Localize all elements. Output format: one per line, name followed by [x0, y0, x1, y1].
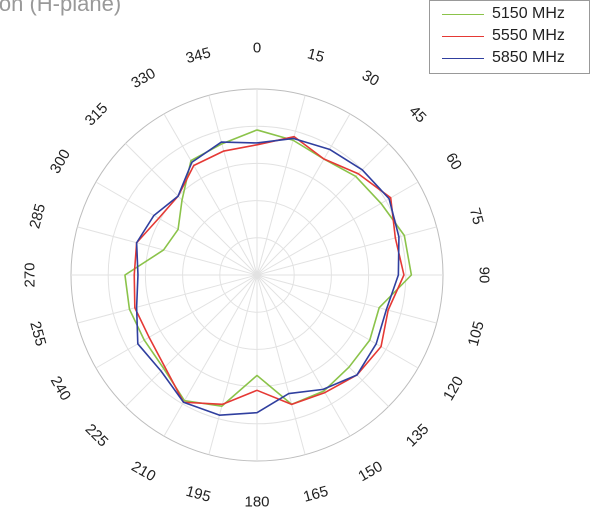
series-line-5150-mhz [124, 129, 413, 407]
angle-tick-label: 60 [442, 150, 465, 173]
legend-swatch [442, 58, 484, 59]
angle-tick-label: 255 [26, 319, 49, 348]
angle-tick-label: 45 [406, 103, 430, 127]
grid-spoke [256, 226, 437, 276]
legend-label: 5850 MHz [492, 49, 565, 66]
grid-spoke [256, 274, 389, 407]
angle-tick-label: 210 [128, 458, 158, 485]
series-line-5550-mhz [133, 135, 405, 406]
grid-spoke [256, 95, 306, 276]
grid-spoke [163, 113, 258, 276]
grid-spoke [256, 143, 389, 276]
grid-spoke [256, 113, 351, 276]
angle-tick-label: 300 [47, 146, 74, 176]
angle-tick-label: 330 [128, 65, 158, 92]
angle-tick-label: 135 [403, 421, 433, 451]
grid-spoke [77, 274, 258, 324]
legend-label: 5550 MHz [492, 27, 565, 44]
legend-entry-3: 5850 MHz [430, 48, 589, 70]
angle-tick-label: 270 [22, 262, 39, 287]
series-line-5850-mhz [135, 137, 400, 416]
angle-tick-label: 15 [305, 45, 326, 66]
angle-tick-label: 0 [253, 40, 261, 57]
grid-spoke [256, 274, 437, 324]
angle-tick-label: 285 [26, 202, 49, 231]
grid-spoke [95, 274, 258, 369]
chart-title: ion (H-plane) [0, 0, 122, 16]
grid-spoke [208, 274, 258, 455]
legend-label: 5150 MHz [492, 5, 565, 22]
angle-tick-label: 225 [82, 421, 112, 451]
angle-tick-label: 75 [466, 206, 487, 227]
legend-swatch [442, 14, 484, 15]
angle-tick-label: 165 [301, 483, 330, 506]
angle-tick-label: 105 [465, 319, 488, 348]
grid-spoke [163, 274, 258, 437]
angle-tick-label: 90 [476, 267, 493, 284]
legend-entry-2: 5550 MHz [430, 26, 589, 48]
angle-tick-label: 315 [82, 100, 112, 130]
angle-tick-label: 150 [355, 458, 385, 485]
angle-tick-label: 195 [184, 483, 213, 506]
grid-spoke [208, 95, 258, 276]
grid-spoke [125, 274, 258, 407]
angle-tick-label: 240 [47, 373, 74, 403]
angle-tick-label: 345 [184, 44, 213, 67]
polar-grid [70, 88, 444, 462]
angle-tick-label: 30 [359, 67, 382, 90]
grid-spoke [77, 226, 258, 276]
grid-spoke [256, 274, 306, 455]
grid-spoke [95, 181, 258, 276]
grid-spoke [256, 274, 419, 369]
angle-tick-label: 180 [244, 494, 269, 511]
legend: 5150 MHz 5550 MHz 5850 MHz [429, 0, 590, 74]
legend-swatch [442, 36, 484, 37]
grid-spoke [256, 274, 351, 437]
grid-spoke [125, 143, 258, 276]
series-group [124, 129, 413, 416]
angle-tick-label: 120 [440, 373, 467, 403]
legend-entry-1: 5150 MHz [430, 4, 589, 26]
